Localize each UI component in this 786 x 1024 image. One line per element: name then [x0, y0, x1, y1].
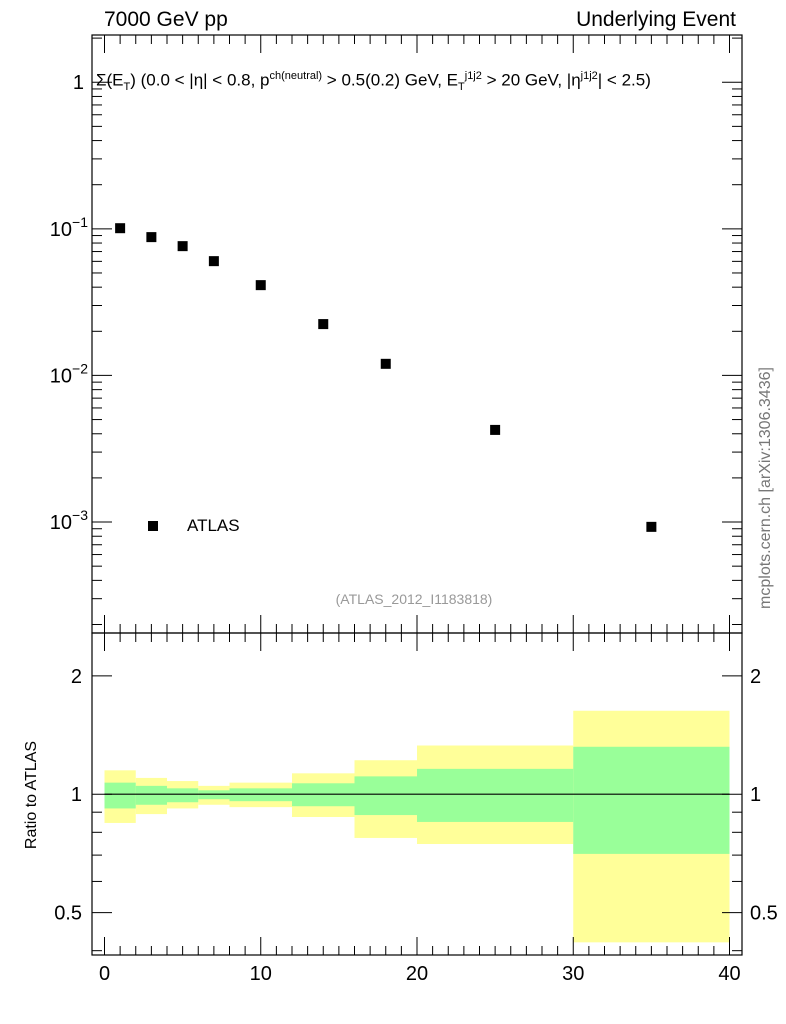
- ratio-y-tick-label-right: 2: [750, 666, 761, 688]
- data-point: [255, 280, 266, 291]
- y-tick-label: 10−1: [50, 214, 88, 241]
- data-point: [318, 319, 329, 330]
- y-tick-label: 10−2: [50, 360, 88, 387]
- x-tick-label: 20: [406, 963, 428, 985]
- data-point: [646, 521, 657, 532]
- legend-label: ATLAS: [187, 516, 240, 535]
- ratio-y-tick-label-left: 0.5: [54, 903, 82, 925]
- plot-title: Σ(ET) (0.0 < |η| < 0.8, pch(neutral) > 0…: [96, 70, 651, 94]
- main-frame: [91, 34, 743, 634]
- x-tick-label: 10: [250, 963, 272, 985]
- y-tick-label: 1: [73, 72, 84, 94]
- ratio-band-bin: [104, 782, 136, 809]
- ratio-band-bin: [573, 746, 730, 854]
- x-tick-label: 30: [562, 963, 584, 985]
- ratio-band-bin: [417, 768, 574, 822]
- data-point: [490, 424, 501, 435]
- data-point: [208, 256, 219, 267]
- ratio-y-tick-label-right: 1: [750, 784, 761, 806]
- analysis-id: (ATLAS_2012_I1183818): [335, 591, 493, 607]
- data-point: [146, 232, 157, 243]
- x-tick-label: 0: [99, 963, 110, 985]
- header-right: Underlying Event: [576, 8, 736, 31]
- data-point: [380, 358, 391, 369]
- x-tick-label: 40: [718, 963, 740, 985]
- ratio-y-tick-label-right: 0.5: [750, 903, 778, 925]
- data-point: [177, 241, 188, 252]
- ratio-band-bin: [167, 788, 199, 803]
- ratio-y-tick-label-left: 2: [71, 666, 82, 688]
- ratio-band-bin: [354, 776, 417, 816]
- y-tick-label: 10−3: [50, 507, 88, 534]
- header-left: 7000 GeV pp: [104, 8, 228, 31]
- ratio-band-bin: [135, 785, 167, 805]
- ratio-y-tick-label-left: 1: [71, 784, 82, 806]
- legend-marker: [148, 521, 158, 531]
- data-point: [115, 223, 126, 234]
